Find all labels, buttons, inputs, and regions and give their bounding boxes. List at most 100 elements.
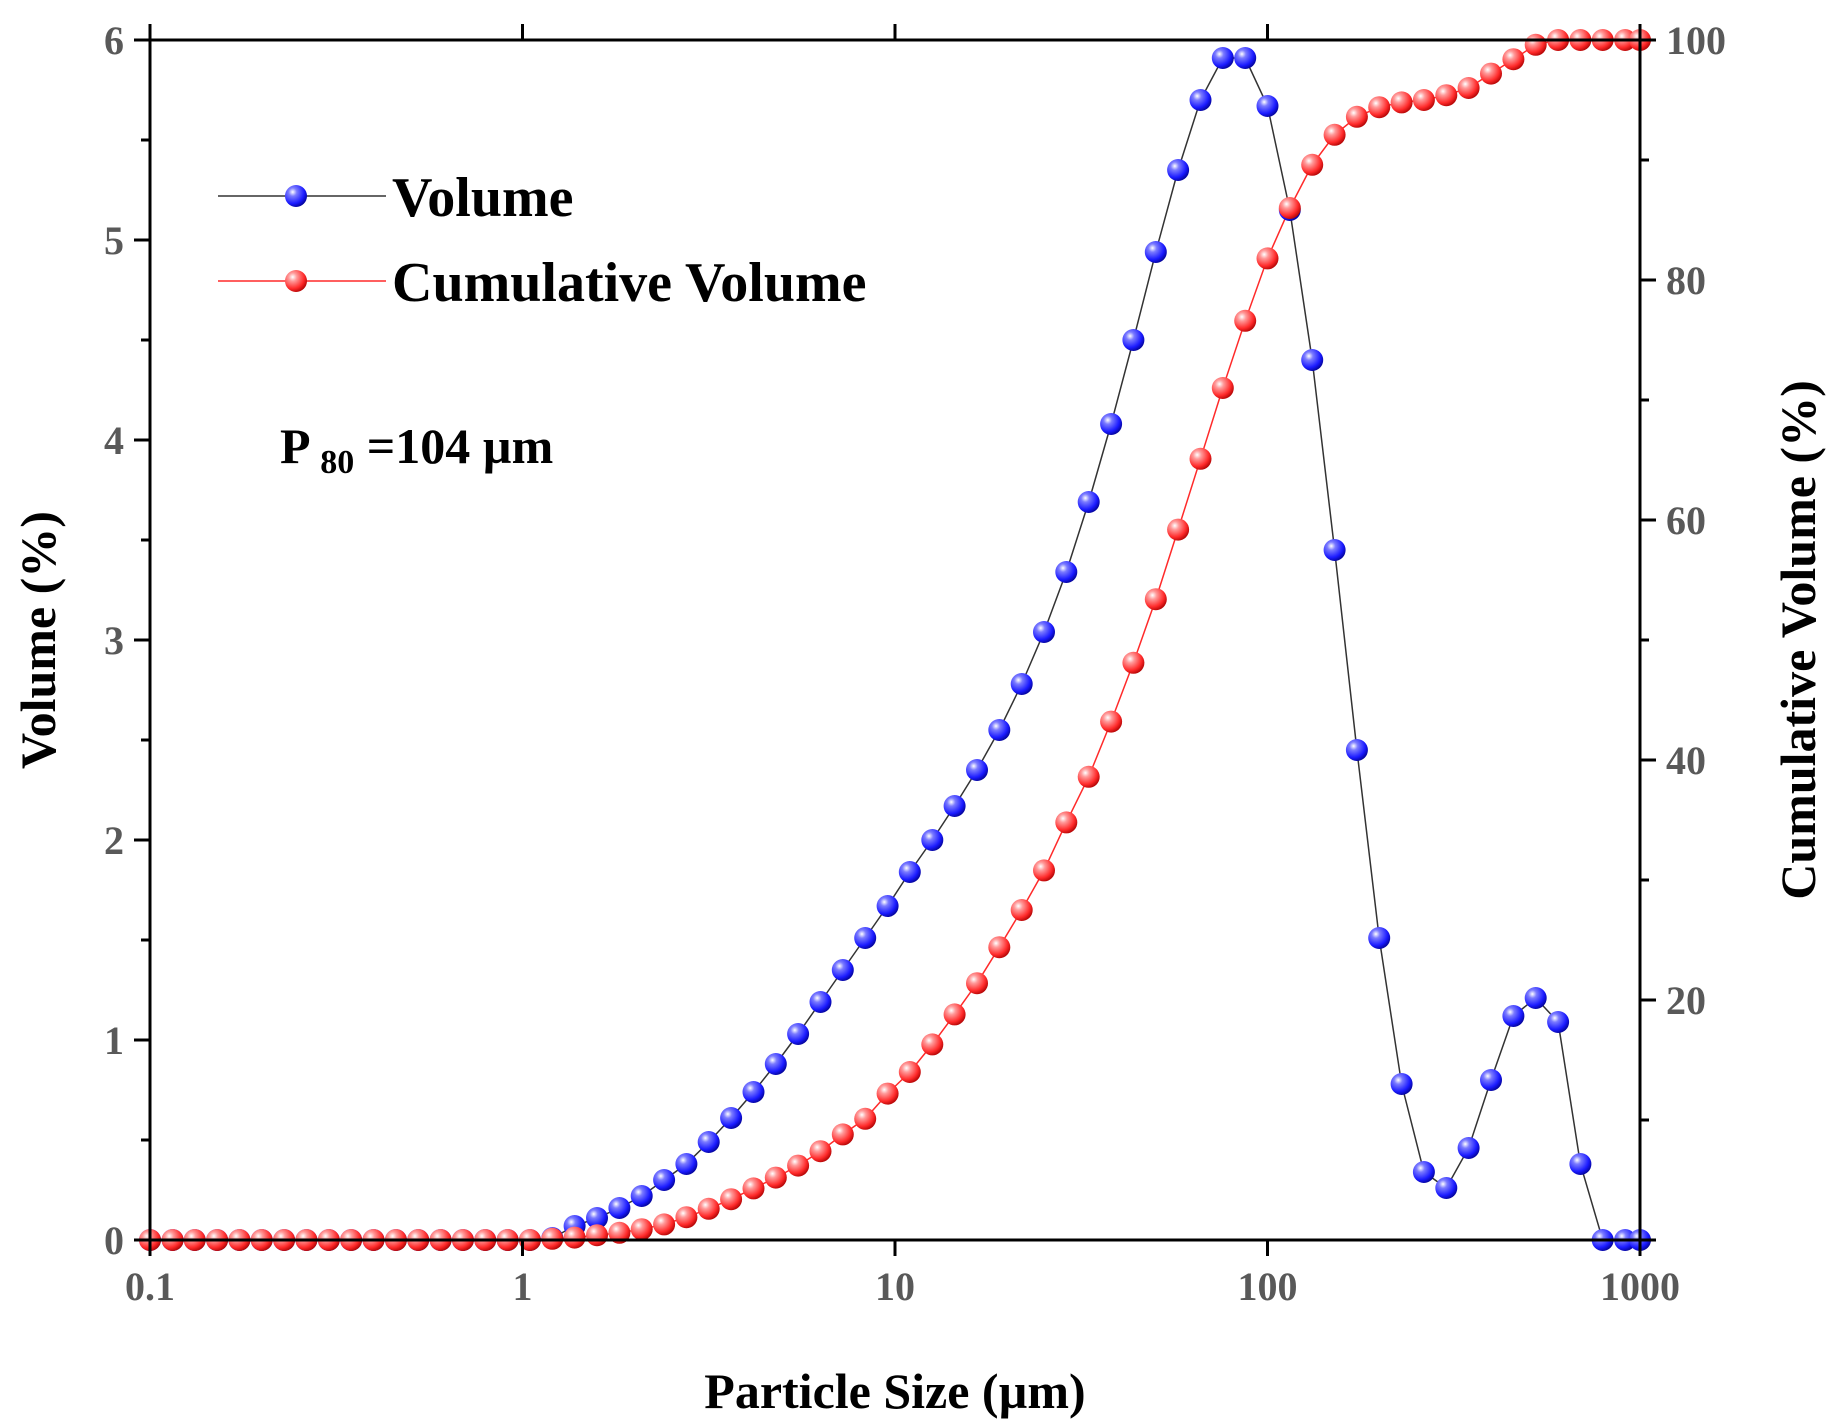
x-tick-label: 1: [513, 1264, 533, 1309]
volume-point: [1122, 329, 1145, 351]
x-tick-label: 10: [875, 1264, 915, 1309]
y-right-tick-label: 100: [1666, 18, 1726, 63]
cumulative-volume-point: [1189, 447, 1212, 470]
plot-frame: [148, 38, 1642, 1242]
cumulative-volume-point: [1256, 247, 1279, 270]
cumulative-volume-point: [921, 1033, 944, 1056]
volume-point: [630, 1185, 653, 1207]
axis-tick-labels: 0.1 1 10 100 1000 0 1 2 3 4 5 6 20 40 60 80 100: [104, 18, 1726, 1309]
cumulative-volume-point: [1167, 518, 1190, 541]
cumulative-volume-point: [1144, 588, 1167, 611]
volume-point: [1390, 1073, 1413, 1095]
volume-point: [1480, 1069, 1502, 1091]
axis-ticks: [134, 24, 1656, 1256]
legend: Volume Cumulative Volume: [218, 167, 867, 314]
y-right-tick-label: 20: [1666, 978, 1706, 1023]
volume-point: [787, 1023, 810, 1045]
cumulative-volume-point: [1457, 77, 1480, 99]
p80-subscript: 80: [320, 444, 354, 481]
volume-point: [1100, 413, 1123, 435]
volume-point: [831, 959, 854, 981]
volume-point: [898, 861, 921, 883]
cumulative-volume-point: [831, 1123, 854, 1146]
volume-point: [1211, 47, 1234, 69]
cumulative-volume-point: [1122, 651, 1145, 674]
y-left-tick-label: 4: [104, 418, 124, 463]
cumulative-volume-point: [1390, 91, 1413, 114]
y-left-tick-label: 2: [104, 818, 124, 863]
cumulative-volume-point: [1301, 153, 1324, 176]
volume-point: [697, 1131, 720, 1153]
y-left-tick-label: 5: [104, 218, 124, 263]
x-axis-title: Particle Size (µm): [704, 1363, 1085, 1419]
volume-point: [742, 1081, 765, 1103]
cumulative-volume-point: [720, 1188, 743, 1211]
volume-point: [1547, 1011, 1570, 1033]
volume-point: [943, 795, 966, 817]
y-right-tick-label: 60: [1666, 498, 1706, 543]
cumulative-volume-point: [787, 1154, 810, 1177]
y-axis-left-title: Volume (%): [10, 511, 66, 769]
cumulative-volume-point: [1234, 309, 1257, 332]
legend-label-volume: Volume: [392, 167, 574, 229]
cumulative-volume-point: [1033, 859, 1055, 882]
volume-point: [1144, 241, 1167, 263]
volume-point: [809, 991, 832, 1013]
volume-point: [1502, 1005, 1525, 1027]
volume-point: [1412, 1161, 1435, 1183]
cumulative-volume-point: [898, 1061, 921, 1083]
cumulative-volume-point: [1278, 197, 1301, 219]
volume-point: [876, 895, 899, 917]
y-axis-right-title: Cumulative Volume (%): [1770, 380, 1826, 899]
volume-point: [1010, 673, 1033, 695]
cumulative-volume-point: [697, 1197, 720, 1220]
y-left-tick-label: 6: [104, 18, 124, 63]
y-right-tick-label: 40: [1666, 738, 1706, 783]
p80-symbol: P: [280, 418, 310, 474]
cumulative-volume-point: [966, 972, 988, 995]
volume-point: [1167, 159, 1190, 181]
cumulative-volume-point: [742, 1177, 765, 1200]
p80-annotation: P 80 =104 µm: [280, 418, 553, 484]
cumulative-volume-point: [608, 1221, 631, 1244]
cumulative-volume-point: [1010, 899, 1033, 921]
p80-value: =104 µm: [367, 418, 553, 474]
cumulative-volume-point: [988, 936, 1011, 959]
volume-point: [1033, 621, 1055, 643]
cumulative-volume-point: [1524, 33, 1547, 56]
cumulative-volume-point: [1480, 62, 1502, 85]
cumulative-volume-point: [943, 1003, 966, 1026]
cumulative-volume-point: [1077, 765, 1100, 788]
cumulative-volume-point: [854, 1107, 877, 1130]
cumulative-volume-line: [150, 39, 1640, 1241]
x-tick-label: 1000: [1600, 1264, 1680, 1309]
volume-point: [1569, 1153, 1592, 1175]
volume-point: [608, 1197, 631, 1219]
volume-point: [1189, 89, 1212, 111]
cumulative-volume-point: [1412, 89, 1435, 111]
volume-point: [675, 1153, 698, 1175]
y-right-tick-label: 80: [1666, 258, 1706, 303]
cumulative-volume-point: [586, 1224, 608, 1247]
volume-point: [1435, 1177, 1458, 1199]
volume-point: [854, 927, 877, 949]
volume-point: [1077, 491, 1100, 513]
y-left-tick-label: 3: [104, 618, 124, 663]
cumulative-volume-point: [675, 1206, 698, 1229]
cumulative-volume-point: [1100, 710, 1123, 733]
volume-point: [1368, 927, 1391, 949]
y-left-tick-label: 0: [104, 1218, 124, 1263]
volume-point: [1256, 95, 1279, 117]
x-tick-label: 100: [1238, 1264, 1298, 1309]
volume-point: [586, 1207, 608, 1229]
cumulative-volume-point: [1368, 96, 1391, 119]
cumulative-volume-point: [764, 1166, 787, 1189]
cumulative-volume-point: [876, 1082, 899, 1105]
cumulative-volume-point: [630, 1218, 653, 1241]
volume-point: [1301, 349, 1324, 371]
series-lines: [150, 39, 1640, 1241]
cumulative-volume-point: [1502, 48, 1525, 71]
cumulative-volume-point: [563, 1226, 586, 1249]
legend-marker-cumulative: [285, 270, 307, 292]
